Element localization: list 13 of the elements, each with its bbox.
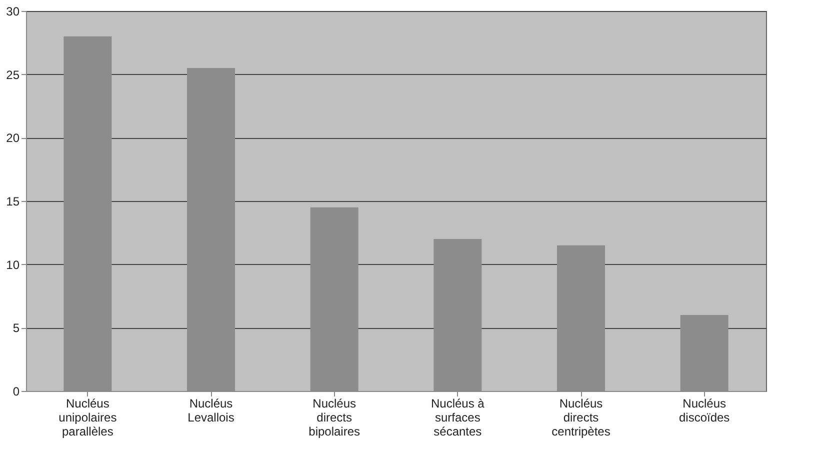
x-tick-label: Nucléus directs bipolaires — [308, 396, 360, 438]
x-tick-label: Nucléus directs centripètes — [552, 396, 610, 438]
y-tick-label: 25 — [6, 68, 20, 82]
y-tick-label: 0 — [12, 384, 20, 398]
y-tick-label: 15 — [6, 194, 20, 208]
x-tick-label: Nucléus unipolaires parallèles — [58, 396, 117, 438]
y-tick-label: 5 — [12, 321, 20, 336]
y-tick-label: 10 — [6, 258, 20, 272]
y-tick-label: 30 — [6, 4, 20, 18]
x-tick-label: Nucléus à surfaces sécantes — [430, 396, 485, 438]
x-tick-label: Nucléus discoïdes — [678, 396, 730, 424]
x-tick-label: Nucléus Levallois — [188, 396, 234, 424]
y-tick-label: 20 — [6, 131, 20, 146]
